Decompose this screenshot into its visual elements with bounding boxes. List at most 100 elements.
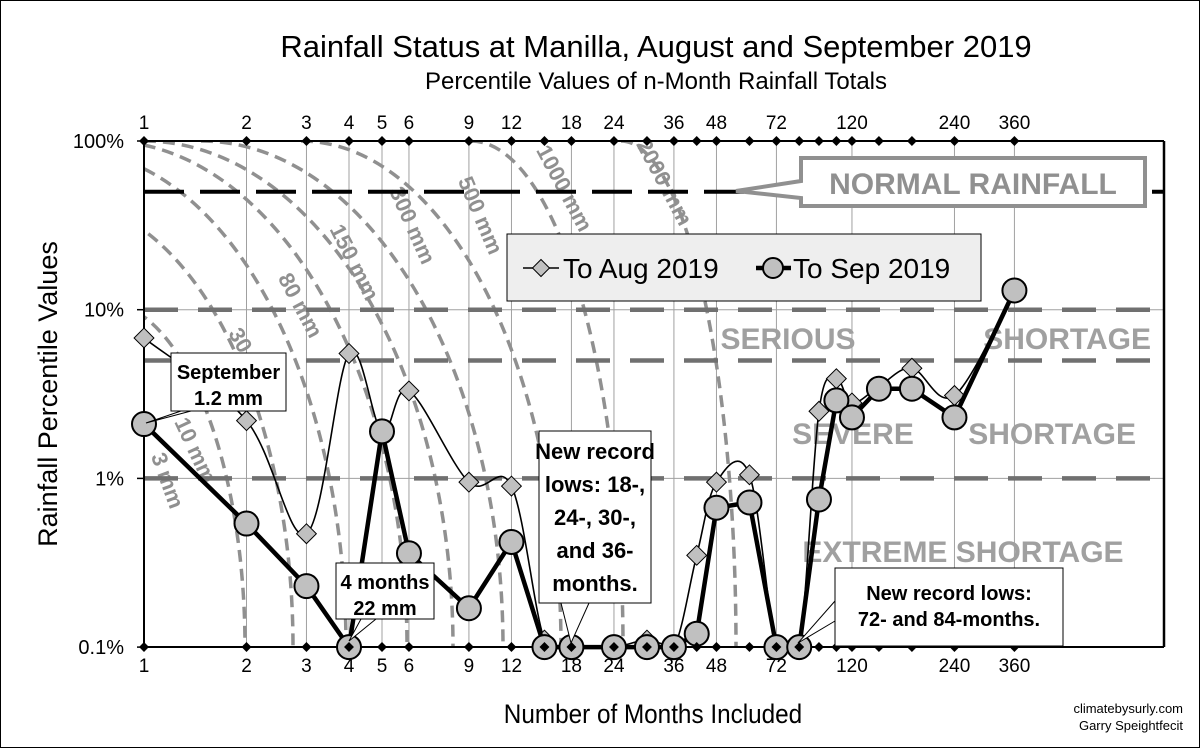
- callout-text: lows: 18-,: [545, 472, 645, 497]
- annotation-callout: New record lows: 72- and 84-months.: [797, 567, 1064, 647]
- sep-circle-point: [395, 540, 422, 567]
- x-tick-label: 24: [603, 656, 625, 677]
- chart-subtitle: Percentile Values of n-Month Rainfall To…: [425, 68, 887, 95]
- sep-circle-point: [898, 375, 925, 402]
- sep-circle-point: [941, 404, 968, 431]
- callout-pointer: [560, 602, 590, 645]
- y-axis-label: Rainfall Percentile Values: [33, 241, 63, 547]
- aug-diamond-point: [458, 471, 480, 493]
- x-top-tick-label: 24: [603, 113, 625, 134]
- callout-text: 22 mm: [353, 598, 416, 620]
- contour-label: 30: [224, 323, 258, 357]
- axis-tick-marker: [539, 136, 550, 146]
- axis-tick-marker: [847, 136, 857, 146]
- y-tick-label: 1%: [95, 468, 124, 490]
- annotation-callout: New record lows: 18-, 24-, 30-, and 36- mont…: [535, 430, 655, 645]
- chart-title: Rainfall Status at Manilla, August and S…: [280, 29, 1031, 64]
- axis-tick-marker: [642, 136, 652, 146]
- x-top-tick-label: 3: [301, 113, 312, 134]
- callout-text: 1.2 mm: [194, 388, 263, 410]
- sep-circle-point: [455, 595, 482, 622]
- axis-tick-marker: [609, 642, 619, 652]
- axis-tick-marker: [949, 136, 960, 146]
- x-tick-label: 5: [377, 656, 388, 677]
- axis-tick-marker: [711, 136, 722, 146]
- x-tick-label: 240: [939, 656, 971, 677]
- annotation-callout: September 1.2 mm: [145, 352, 287, 424]
- legend-aug-label: To Aug 2019: [563, 253, 719, 284]
- axis-tick-marker: [404, 136, 414, 146]
- axis-tick-marker: [668, 642, 679, 652]
- zone-label: SHORTAGE: [983, 323, 1151, 356]
- y-tick-label: 100%: [73, 131, 124, 153]
- contour-line-4: [144, 141, 455, 647]
- axis-tick-marker: [814, 136, 824, 146]
- sep-circle-point: [736, 489, 763, 516]
- axis-tick-marker: [506, 642, 517, 652]
- x-tick-label: 360: [999, 656, 1031, 677]
- x-tick-label: 1: [139, 656, 150, 677]
- x-top-tick-label: 36: [663, 113, 684, 134]
- axis-tick-marker: [566, 642, 577, 652]
- x-top-tick-label: 360: [999, 113, 1031, 134]
- axis-tick-marker: [771, 642, 782, 652]
- aug-diamond-point: [943, 384, 966, 407]
- x-top-tick-label: 72: [766, 113, 787, 134]
- callout-pointer: [145, 410, 192, 424]
- callout-text: September: [177, 362, 281, 384]
- axis-tick-marker: [463, 642, 474, 652]
- x-tick-label: 18: [561, 656, 582, 677]
- sep-circle-point: [368, 418, 395, 445]
- x-top-tick-label: 5: [377, 113, 388, 134]
- axis-tick-marker: [873, 136, 884, 146]
- axis-tick-marker: [377, 642, 387, 652]
- axis-tick-marker: [463, 136, 474, 146]
- sep-circle-point: [233, 510, 260, 537]
- axis-tick-marker: [744, 136, 755, 146]
- axis-tick-marker: [539, 642, 550, 652]
- x-tick-label: 4: [344, 656, 355, 677]
- axis-tick-marker: [404, 642, 414, 652]
- aug-diamond-point: [338, 342, 360, 365]
- axis-tick-marker: [814, 642, 824, 652]
- callout-text: 4 months: [341, 572, 430, 594]
- aug-diamond-point: [235, 410, 258, 432]
- y-tick-label: 0.1%: [78, 637, 124, 659]
- sep-circle-point: [293, 573, 320, 600]
- axis-tick-marker: [301, 642, 312, 652]
- axis-tick-marker: [1009, 136, 1020, 146]
- x-top-tick-label: 2: [241, 113, 252, 134]
- contour-line-3: [144, 143, 409, 647]
- axis-tick-marker: [139, 642, 149, 652]
- sep-circle-point: [823, 387, 850, 414]
- axis-tick-marker: [831, 136, 842, 146]
- contour-line-2: [144, 166, 348, 647]
- zone-label: SERIOUS: [720, 323, 855, 356]
- sep-circle-point: [498, 528, 525, 555]
- aug-diamond-point: [295, 523, 318, 545]
- axis-tick-marker: [794, 136, 805, 146]
- axis-tick-marker: [794, 642, 805, 652]
- aug-diamond-point: [398, 380, 420, 402]
- axis-tick-marker: [691, 136, 702, 146]
- x-tick-label: 6: [404, 656, 415, 677]
- legend-box: [506, 233, 982, 302]
- axis-tick-marker: [377, 136, 387, 146]
- x-axis-label: Number of Months Included: [504, 700, 802, 729]
- callout-pointer: [348, 618, 377, 642]
- callout-text: New record: [535, 439, 655, 464]
- x-tick-label: 12: [501, 656, 522, 677]
- zone-label: SHORTAGE: [968, 418, 1136, 451]
- sep-circle-point: [703, 494, 730, 521]
- legend-sep-label: To Sep 2019: [793, 253, 950, 284]
- credit-author: Garry Speightfecit: [1079, 718, 1183, 733]
- axis-tick-marker: [711, 642, 722, 652]
- callout-text: and 36-: [556, 538, 633, 563]
- normal-rainfall-label: NORMAL RAINFALL: [829, 168, 1117, 201]
- normal-rainfall-box: [735, 156, 1147, 208]
- callout-text: months.: [552, 571, 638, 596]
- sep-circle-point: [865, 375, 892, 402]
